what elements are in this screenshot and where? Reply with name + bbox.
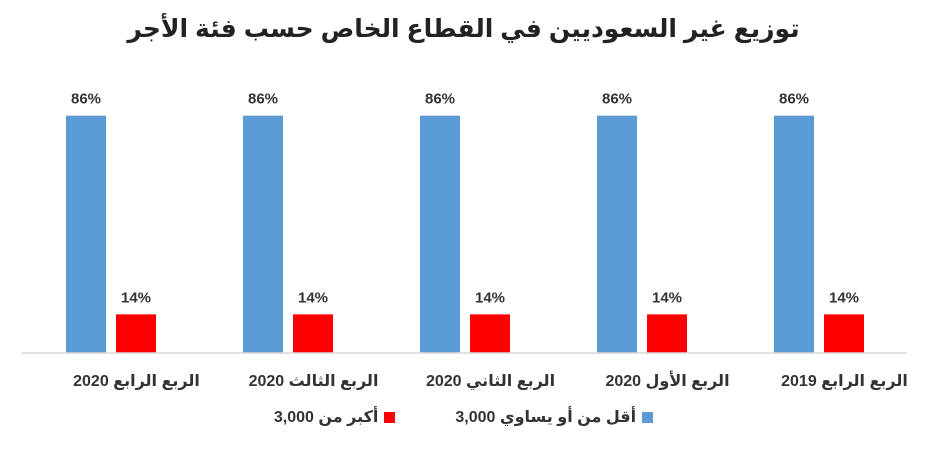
bar-series-2-cat-4	[293, 314, 333, 353]
data-label-series-1-cat-5: 86%	[71, 91, 101, 108]
data-label-series-1-cat-4: 86%	[248, 91, 278, 108]
category-label-3: الربع الثاني 2020	[426, 373, 555, 391]
legend-label-1: أقل من أو يساوي 3,000	[455, 409, 637, 426]
legend-swatch-1	[642, 411, 654, 423]
bar-series-1-cat-1	[774, 115, 814, 353]
labels-layer: 86% 14% الربع الرابع 2019 86% 14% الربع الأول…	[71, 91, 908, 391]
category-label-5: الربع الرابع 2020	[73, 373, 200, 390]
category-label-1: الربع الرابع 2019	[781, 373, 908, 390]
data-label-series-2-cat-4: 14%	[298, 289, 328, 306]
legend-item-2: أكبر من 3,000	[274, 407, 396, 427]
data-label-series-2-cat-5: 14%	[121, 289, 151, 306]
bar-series-2-cat-3	[470, 314, 510, 353]
legend-item-1: أقل من أو يساوي 3,000	[455, 407, 654, 427]
category-label-2: الربع الأول 2020	[605, 371, 729, 390]
bar-series-1-cat-3	[420, 115, 460, 353]
data-label-series-1-cat-3: 86%	[425, 91, 455, 108]
chart-title: توزيع غير السعوديين في القطاع الخاص حسب …	[127, 15, 800, 43]
legend-label-2: أكبر من 3,000	[273, 409, 379, 426]
bars-layer	[66, 115, 864, 353]
bar-series-2-cat-2	[647, 314, 687, 353]
data-label-series-1-cat-2: 86%	[602, 91, 632, 108]
data-label-series-2-cat-2: 14%	[652, 289, 682, 306]
bar-series-1-cat-4	[243, 115, 283, 353]
bar-series-1-cat-5	[66, 115, 106, 353]
data-label-series-1-cat-1: 86%	[779, 91, 809, 108]
data-label-series-2-cat-1: 14%	[829, 289, 859, 306]
legend-swatch-2	[384, 411, 396, 423]
bar-series-2-cat-5	[116, 314, 156, 353]
data-label-series-2-cat-3: 14%	[475, 289, 505, 306]
legend: أقل من أو يساوي 3,000 أكبر من 3,000	[0, 402, 927, 432]
bar-series-1-cat-2	[597, 115, 637, 353]
bar-series-2-cat-1	[824, 314, 864, 353]
category-label-4: الربع الثالث 2020	[249, 373, 379, 390]
